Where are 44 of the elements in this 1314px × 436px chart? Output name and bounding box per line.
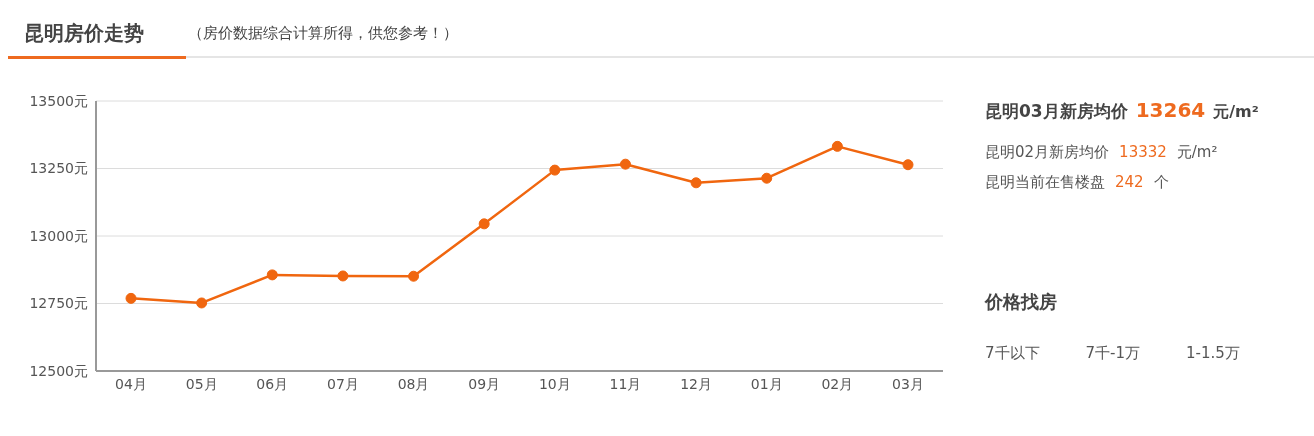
text: 元/m² <box>1213 102 1259 121</box>
point <box>690 177 702 189</box>
text: 昆明03月新房均价 <box>985 101 1128 121</box>
y-tick-label: 13000元 <box>29 227 88 244</box>
x-tick-label: 05月 <box>185 375 218 392</box>
x-tick-label: 06月 <box>256 375 289 392</box>
text: 242 <box>1115 173 1144 191</box>
x-tick-label: 09月 <box>468 375 501 392</box>
text: 7千-1万 <box>1085 344 1141 363</box>
chart-subtitle: （房价数据综合计算所得，供您参考！） <box>188 24 458 43</box>
x-tick-label: 12月 <box>680 375 712 392</box>
text: 元/m² <box>1176 143 1218 161</box>
y-tick-label: 13250元 <box>29 160 88 177</box>
point <box>266 269 278 281</box>
point <box>619 158 631 170</box>
x-tick-label: 10月 <box>538 375 571 392</box>
point <box>831 140 843 152</box>
chart-title: 昆明房价走势 <box>24 20 144 47</box>
y-tick-label: 13500元 <box>29 92 88 109</box>
point <box>761 172 773 184</box>
point <box>196 297 208 309</box>
x-tick-label: 04月 <box>115 375 147 392</box>
text: 个 <box>1153 173 1169 191</box>
text: 昆明当前在售楼盘 <box>985 173 1105 191</box>
point <box>125 292 137 304</box>
point <box>478 218 490 230</box>
x-tick-label: 01月 <box>750 375 783 392</box>
x-tick-label: 03月 <box>892 375 924 392</box>
x-tick-label: 07月 <box>327 375 359 392</box>
x-tick-label: 11月 <box>609 375 642 392</box>
text: 1-1.5万 <box>1186 344 1240 363</box>
text: 13264 <box>1135 98 1206 122</box>
text: 昆明02月新房均价 <box>985 143 1110 161</box>
y-tick-label: 12500元 <box>29 362 88 379</box>
text: 7千以下 <box>985 344 1040 363</box>
point <box>549 164 561 176</box>
y-tick-label: 12750元 <box>29 295 88 312</box>
x-tick-label: 08月 <box>397 375 430 392</box>
x-tick-label: 02月 <box>821 375 854 392</box>
text: 13332 <box>1119 143 1167 161</box>
point <box>902 159 914 171</box>
point <box>337 270 349 282</box>
text: 价格找房 <box>985 291 1057 312</box>
point <box>408 270 420 282</box>
